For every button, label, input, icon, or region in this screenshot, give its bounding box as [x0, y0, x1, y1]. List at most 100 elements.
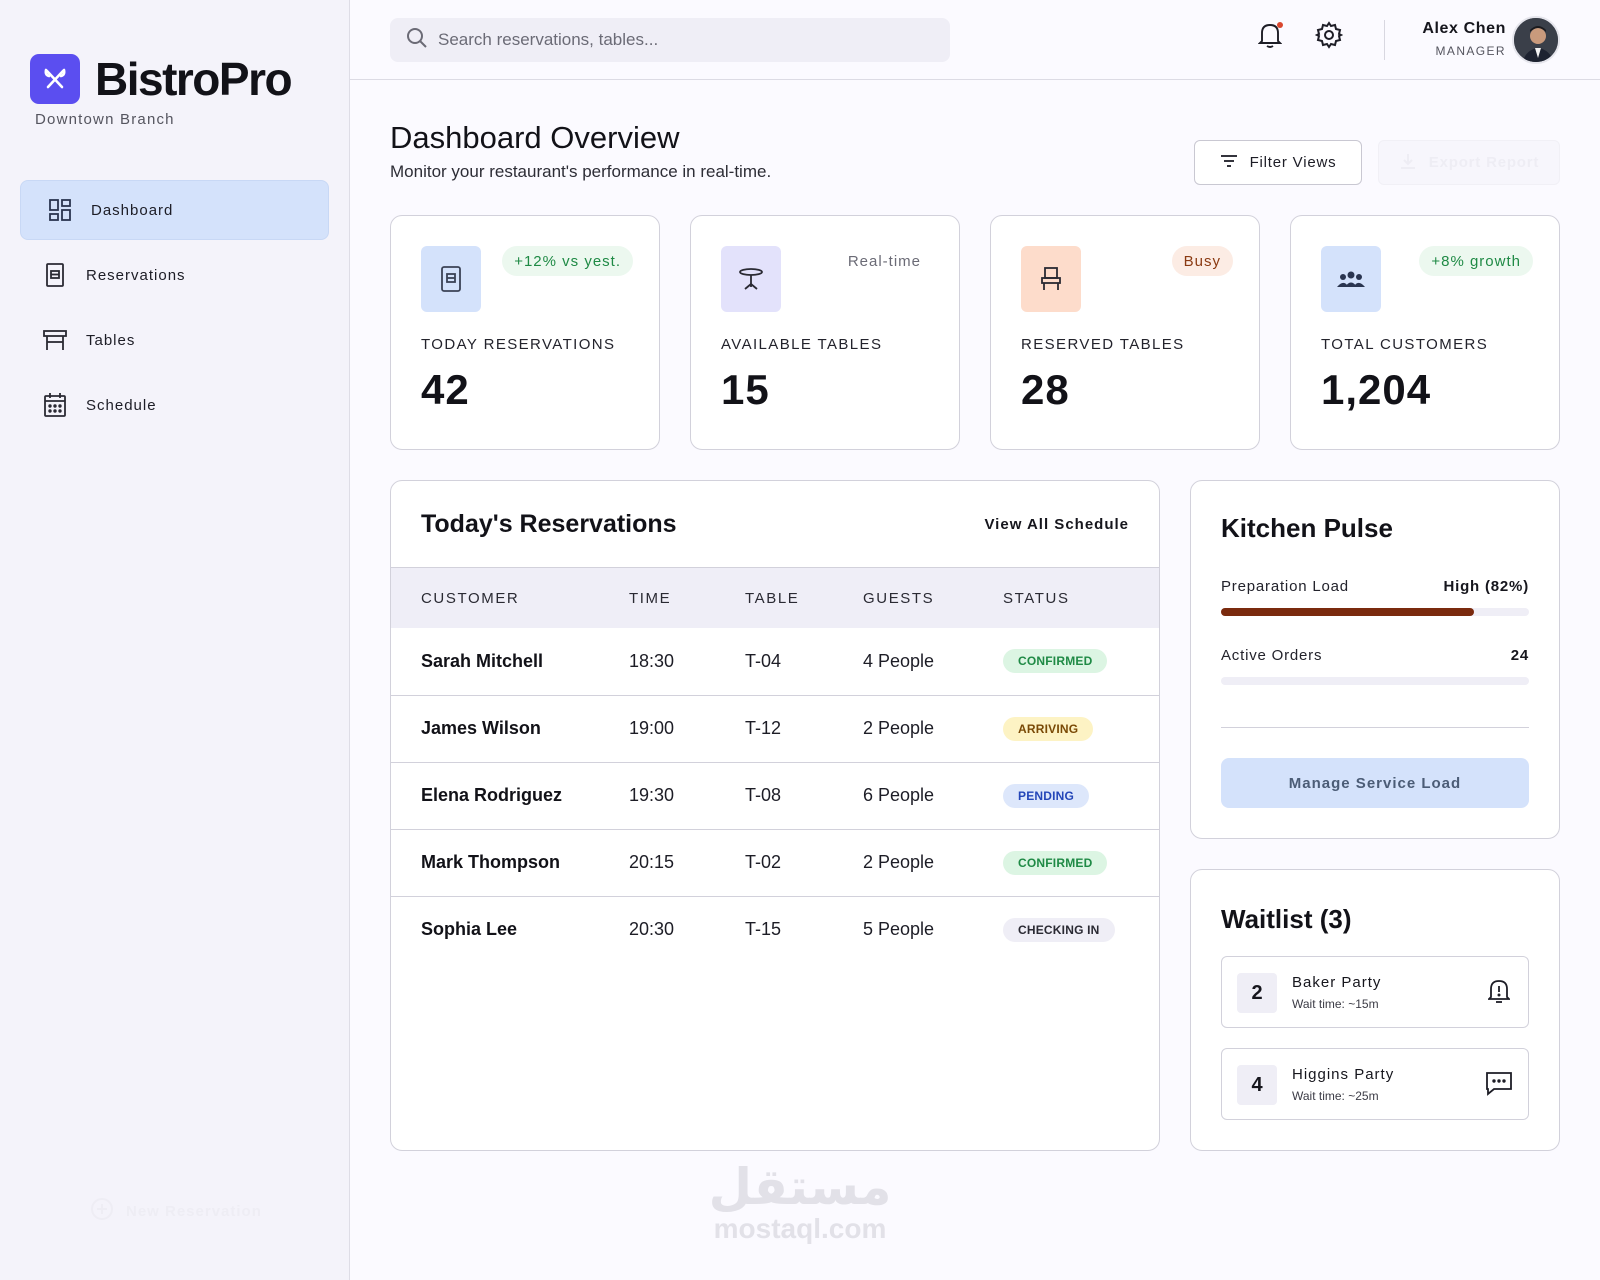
- column-header-table[interactable]: TABLE: [745, 589, 800, 607]
- sidebar-item-label: Dashboard: [91, 201, 174, 219]
- stat-value: 42: [421, 366, 470, 413]
- reservation-book-icon: [421, 246, 481, 312]
- reservation-guests: 5 People: [863, 919, 935, 940]
- column-header-time[interactable]: TIME: [629, 589, 672, 607]
- brand-name: BistroPro: [95, 53, 293, 105]
- watermark-arabic: مستقل: [708, 1158, 892, 1216]
- bell-alert-icon: [1486, 978, 1512, 1009]
- reservation-time: 20:15: [629, 852, 675, 872]
- sidebar-item-label: Schedule: [86, 396, 157, 414]
- page-subtitle: Monitor your restaurant's performance in…: [390, 162, 772, 181]
- waitlist-item[interactable]: 2 Baker Party Wait time: ~15m: [1221, 956, 1529, 1028]
- sidebar-item-reservations[interactable]: Reservations: [20, 245, 329, 305]
- active-orders-row: Active Orders 24: [1221, 647, 1529, 664]
- active-orders-label: Active Orders: [1221, 647, 1323, 664]
- reservation-guests: 2 People: [863, 718, 935, 738]
- customer-name: Sophia Lee: [421, 919, 518, 940]
- page-title: Dashboard Overview: [390, 120, 680, 155]
- customer-name: Elena Rodriguez: [421, 785, 563, 805]
- party-size: 2: [1237, 973, 1277, 1013]
- bell-icon: [1257, 21, 1283, 54]
- watermark-latin: mostaql.com: [713, 1213, 887, 1244]
- search-input[interactable]: [438, 30, 918, 50]
- user-info[interactable]: Alex Chen MANAGER: [1422, 20, 1506, 58]
- sidebar: BistroPro Downtown Branch Dashboard Rese…: [0, 0, 350, 1280]
- watermark: مستقل mostaql.com: [700, 1160, 900, 1244]
- top-bar: Alex Chen MANAGER: [350, 0, 1600, 80]
- notify-party-button[interactable]: [1484, 978, 1514, 1008]
- utensils-logo-icon: [30, 54, 80, 104]
- kitchen-pulse-card: Kitchen Pulse Preparation Load High (82%…: [1190, 480, 1560, 839]
- download-icon: [1399, 152, 1417, 174]
- reservation-table: T-08: [745, 785, 782, 805]
- stat-label: TOTAL CUSTOMERS: [1321, 336, 1489, 353]
- new-reservation-label: New Reservation: [126, 1202, 262, 1220]
- manage-service-load-button[interactable]: Manage Service Load: [1221, 758, 1529, 808]
- table-row[interactable]: Mark Thompson 20:15 T-02 2 People CONFIR…: [391, 829, 1159, 896]
- column-header-guests[interactable]: GUESTS: [863, 589, 935, 607]
- sidebar-item-tables[interactable]: Tables: [20, 310, 329, 370]
- export-report-label: Export Report: [1428, 154, 1540, 171]
- chair-icon: [1021, 246, 1081, 312]
- column-header-status[interactable]: STATUS: [1003, 589, 1070, 607]
- stat-value: 1,204: [1321, 366, 1432, 413]
- search-icon: [406, 27, 428, 54]
- avatar[interactable]: [1512, 16, 1560, 64]
- new-reservation-button[interactable]: New Reservation: [90, 1197, 262, 1225]
- active-orders-bar: [1221, 677, 1529, 685]
- reservations-header: Today's Reservations View All Schedule: [391, 481, 1159, 568]
- settings-button[interactable]: [1314, 20, 1344, 54]
- status-badge: CHECKING IN: [1003, 917, 1115, 942]
- sidebar-nav: Dashboard Reservations Tables: [20, 180, 329, 440]
- gear-icon: [1314, 20, 1344, 54]
- kitchen-pulse-title: Kitchen Pulse: [1221, 513, 1393, 543]
- waitlist-title: Waitlist (3): [1221, 904, 1352, 934]
- sidebar-item-dashboard[interactable]: Dashboard: [20, 180, 329, 240]
- search-box[interactable]: [390, 18, 950, 62]
- stat-value: 28: [1021, 366, 1070, 413]
- export-report-button[interactable]: Export Report: [1378, 140, 1560, 185]
- sidebar-item-label: Tables: [86, 331, 136, 349]
- party-name: Higgins Party: [1292, 1066, 1395, 1083]
- table-header-row: CUSTOMER TIME TABLE GUESTS STATUS: [391, 568, 1159, 628]
- waitlist-item[interactable]: 4 Higgins Party Wait time: ~25m: [1221, 1048, 1529, 1120]
- reservation-time: 19:00: [629, 718, 675, 738]
- stat-card-reserved-tables[interactable]: Busy RESERVED TABLES 28: [990, 215, 1260, 450]
- status-badge: CONFIRMED: [1003, 850, 1108, 875]
- sidebar-item-schedule[interactable]: Schedule: [20, 375, 329, 435]
- party-size: 4: [1237, 1065, 1277, 1105]
- reservation-table: T-12: [745, 718, 782, 738]
- filter-views-button[interactable]: Filter Views: [1194, 140, 1362, 185]
- preparation-load-bar: [1221, 608, 1529, 616]
- reservation-table: T-02: [745, 852, 782, 872]
- stat-badge: Busy: [1171, 246, 1233, 276]
- filter-views-label: Filter Views: [1249, 154, 1337, 171]
- reservation-guests: 2 People: [863, 852, 935, 872]
- stat-card-today-reservations[interactable]: +12% vs yest. TODAY RESERVATIONS 42: [390, 215, 660, 450]
- reservation-table: T-04: [745, 650, 782, 671]
- table-row[interactable]: Elena Rodriguez 19:30 T-08 6 People PEND…: [391, 762, 1159, 829]
- view-all-schedule-link[interactable]: View All Schedule: [984, 515, 1129, 533]
- column-header-customer[interactable]: CUSTOMER: [421, 589, 520, 607]
- party-name: Baker Party: [1292, 974, 1382, 991]
- brand[interactable]: BistroPro: [30, 52, 293, 106]
- stat-badge: +12% vs yest.: [502, 246, 633, 276]
- wait-time: Wait time: ~25m: [1292, 1089, 1379, 1103]
- notifications-button[interactable]: [1255, 20, 1285, 54]
- reservations-title: Today's Reservations: [421, 509, 677, 538]
- kitchen-divider: [1221, 727, 1529, 728]
- customer-name: Sarah Mitchell: [421, 650, 544, 671]
- message-party-button[interactable]: [1484, 1070, 1514, 1100]
- table-row[interactable]: James Wilson 19:00 T-12 2 People ARRIVIN…: [391, 695, 1159, 762]
- stat-card-available-tables[interactable]: Real-time AVAILABLE TABLES 15: [690, 215, 960, 450]
- header-divider: [1384, 20, 1385, 60]
- stat-card-total-customers[interactable]: +8% growth TOTAL CUSTOMERS 1,204: [1290, 215, 1560, 450]
- table-icon: [721, 246, 781, 312]
- customer-name: James Wilson: [421, 718, 541, 738]
- stat-badge: Real-time: [847, 252, 921, 270]
- preparation-load-label: Preparation Load: [1221, 578, 1349, 595]
- table-row[interactable]: Sarah Mitchell 18:30 T-04 4 People CONFI…: [391, 628, 1159, 695]
- reservation-guests: 4 People: [863, 650, 935, 671]
- table-row[interactable]: Sophia Lee 20:30 T-15 5 People CHECKING …: [391, 896, 1159, 963]
- preparation-load-fill: [1221, 608, 1474, 616]
